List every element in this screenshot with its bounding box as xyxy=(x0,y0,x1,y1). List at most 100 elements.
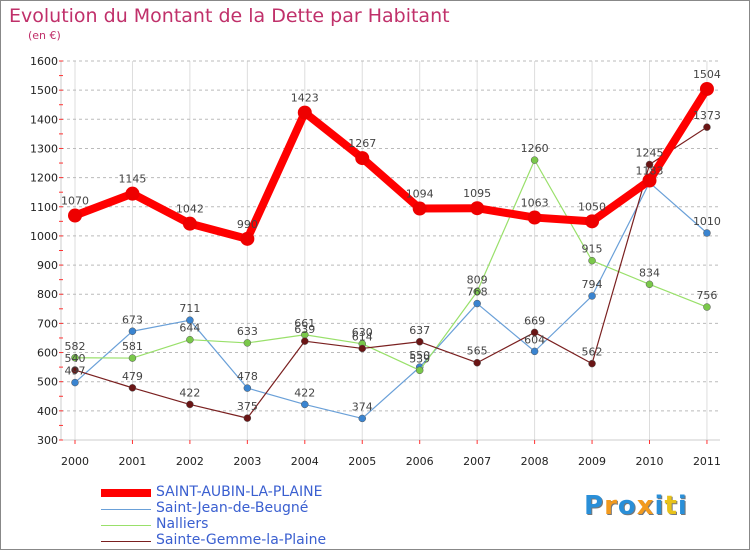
y-tick-label: 400 xyxy=(37,405,58,418)
data-label: 1183 xyxy=(636,165,664,178)
data-point xyxy=(642,173,657,188)
data-label: 630 xyxy=(352,326,373,339)
data-point xyxy=(186,335,194,344)
data-point xyxy=(301,337,309,345)
data-label: 1094 xyxy=(406,188,434,201)
legend-swatch xyxy=(101,509,151,510)
data-label: 915 xyxy=(582,243,603,256)
data-point xyxy=(358,344,366,353)
series-line xyxy=(74,159,708,371)
data-point xyxy=(585,214,600,229)
data-point xyxy=(128,384,137,392)
data-point xyxy=(358,414,366,423)
data-point xyxy=(71,366,79,374)
legend-item: Sainte-Gemme-la-Plaine xyxy=(101,532,401,549)
data-point xyxy=(473,358,481,367)
data-label: 809 xyxy=(467,274,488,287)
data-label: 1260 xyxy=(521,142,549,155)
data-label: 374 xyxy=(352,400,373,413)
legend-label: Sainte-Gemme-la-Plaine xyxy=(156,532,327,548)
series-3 xyxy=(71,123,711,422)
data-label: 990 xyxy=(237,218,258,231)
y-tick-label: 1300 xyxy=(30,142,58,155)
data-point xyxy=(243,414,252,422)
data-label: 1145 xyxy=(118,173,146,186)
logo-letter: o xyxy=(617,491,637,521)
data-label: 1010 xyxy=(693,215,721,228)
legend-label: Nalliers xyxy=(156,516,209,532)
data-label: 639 xyxy=(294,323,315,336)
x-tick-label: 2006 xyxy=(406,455,434,468)
chart-title: Evolution du Montant de la Dette par Hab… xyxy=(9,5,450,27)
data-label: 479 xyxy=(122,370,143,383)
legend-label: SAINT-AUBIN-LA-PLAINE xyxy=(156,484,323,500)
data-label: 1267 xyxy=(348,137,376,150)
y-tick-label: 1100 xyxy=(30,201,58,214)
data-point xyxy=(588,359,596,368)
data-point xyxy=(473,287,481,296)
legend-swatch xyxy=(101,489,151,497)
data-label: 565 xyxy=(467,345,488,358)
y-tick-label: 800 xyxy=(37,288,58,301)
data-point xyxy=(588,292,596,300)
data-label: 604 xyxy=(524,333,545,346)
data-point xyxy=(530,328,539,337)
data-point xyxy=(128,327,137,336)
data-label: 1095 xyxy=(463,187,491,200)
data-label: 661 xyxy=(294,317,315,330)
x-tick-label: 2003 xyxy=(233,455,261,468)
data-label: 478 xyxy=(237,370,258,383)
data-label: 1063 xyxy=(521,197,549,210)
y-tick-label: 1600 xyxy=(30,55,58,68)
data-point xyxy=(125,186,140,201)
data-point xyxy=(473,299,481,308)
data-point xyxy=(186,316,194,324)
y-tick-label: 700 xyxy=(37,317,58,330)
data-label: 1423 xyxy=(291,92,319,105)
data-point xyxy=(297,105,312,120)
data-label: 1070 xyxy=(61,195,89,208)
data-point xyxy=(415,366,424,375)
data-label: 673 xyxy=(122,313,143,326)
data-point xyxy=(243,339,252,347)
series-0 xyxy=(68,81,714,246)
data-point xyxy=(355,151,370,166)
legend-swatch xyxy=(101,525,151,526)
legend-item: Nalliers xyxy=(101,516,401,533)
data-label: 614 xyxy=(352,330,373,343)
logo-letter: x xyxy=(636,491,655,521)
legend-swatch xyxy=(101,541,151,542)
logo-letter: P xyxy=(584,491,605,521)
data-point xyxy=(699,81,714,96)
data-label: 644 xyxy=(179,322,200,335)
data-point xyxy=(645,160,654,169)
data-label: 550 xyxy=(409,349,430,362)
data-label: 539 xyxy=(409,352,430,365)
x-tick-label: 2001 xyxy=(118,455,146,468)
data-point xyxy=(301,400,309,409)
chart-legend: SAINT-AUBIN-LA-PLAINE Saint-Jean-de-Beug… xyxy=(101,484,401,549)
data-point xyxy=(530,156,539,164)
data-point xyxy=(128,354,137,362)
data-point xyxy=(645,280,654,289)
y-tick-label: 500 xyxy=(37,376,58,389)
data-label: 562 xyxy=(582,346,603,359)
data-label: 422 xyxy=(179,386,200,399)
data-label: 540 xyxy=(65,352,86,365)
data-point xyxy=(530,347,539,356)
x-tick-label: 2008 xyxy=(521,455,549,468)
y-tick-label: 1000 xyxy=(30,230,58,243)
legend-item: Saint-Jean-de-Beugné xyxy=(101,500,401,517)
data-point xyxy=(703,303,711,311)
data-label: 422 xyxy=(294,386,315,399)
data-point xyxy=(415,338,424,346)
y-tick-label: 1500 xyxy=(30,84,58,97)
x-tick-label: 2007 xyxy=(463,455,491,468)
x-tick-label: 2004 xyxy=(291,455,319,468)
y-tick-label: 300 xyxy=(37,434,58,447)
y-tick-label: 900 xyxy=(37,259,58,272)
data-point xyxy=(412,201,427,216)
data-label: 768 xyxy=(467,286,488,299)
y-tick-label: 1200 xyxy=(30,172,58,185)
